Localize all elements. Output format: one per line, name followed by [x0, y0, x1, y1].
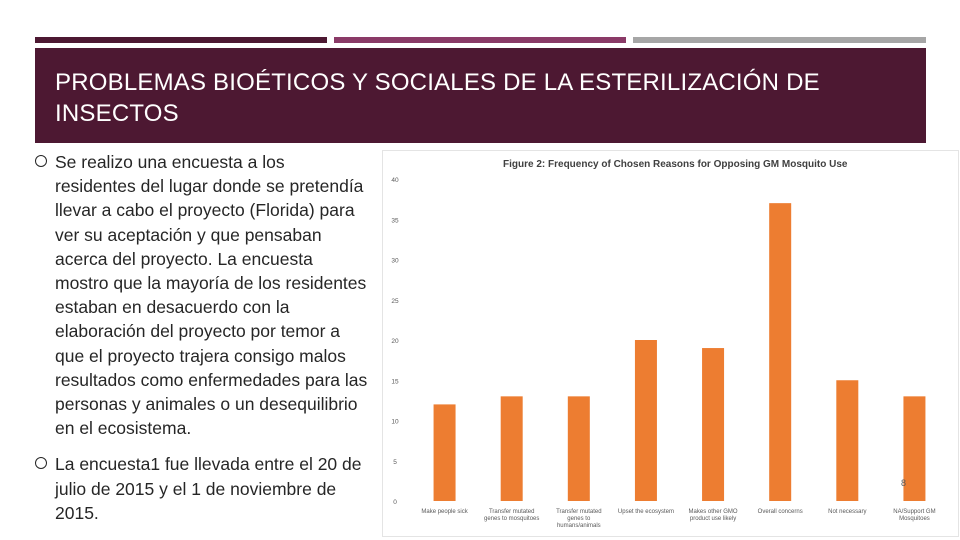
chart-title: Figure 2: Frequency of Chosen Reasons fo…: [503, 159, 848, 170]
bullet-item: La encuesta1 fue llevada entre el 20 de …: [35, 452, 370, 525]
x-tick-label: Transfer mutated genes to mosquitoes: [484, 509, 539, 522]
title-banner: PROBLEMAS BIOÉTICOS Y SOCIALES DE LA EST…: [35, 48, 926, 143]
y-tick-label: 35: [391, 217, 399, 224]
accent-bar-2: [334, 37, 626, 43]
bullet-text: La encuesta1 fue llevada entre el 20 de …: [55, 454, 362, 523]
x-tick-label: Transfer mutated genes to humans/animals: [556, 509, 601, 529]
x-tick-label: NA/Support GM Mosquitoes: [893, 509, 935, 522]
bar: [567, 396, 590, 501]
accent-bar-3: [633, 37, 926, 43]
hollow-circle-bullet-icon: [35, 155, 47, 167]
x-tick-label: Makes other GMO product use likely: [689, 509, 738, 522]
bullet-list: Se realizo una encuesta a los residentes…: [35, 150, 370, 537]
hollow-circle-bullet-icon: [35, 457, 47, 470]
y-tick-label: 15: [391, 378, 399, 385]
y-tick-label: 20: [391, 338, 399, 345]
x-tick-label: Overall concerns: [758, 509, 803, 515]
bullet-item: Se realizo una encuesta a los residentes…: [35, 150, 370, 440]
accent-bar-1: [35, 37, 327, 43]
page-number: 8: [901, 478, 906, 488]
y-tick-label: 5: [393, 459, 397, 466]
bar: [836, 380, 859, 501]
y-tick-label: 0: [393, 499, 397, 506]
bar: [769, 203, 792, 501]
y-tick-label: 25: [391, 298, 399, 305]
y-tick-label: 40: [391, 177, 399, 184]
bar: [634, 340, 657, 501]
x-tick-label: Upset the ecosystem: [618, 509, 674, 515]
bar-chart: Figure 2: Frequency of Chosen Reasons fo…: [391, 159, 935, 529]
x-tick-label: Not necessary: [828, 509, 866, 515]
bar: [500, 396, 523, 501]
bar: [903, 396, 926, 501]
bar-chart-image: Figure 2: Frequency of Chosen Reasons fo…: [382, 150, 959, 537]
y-tick-label: 30: [391, 258, 399, 265]
x-tick-label: Make people sick: [421, 509, 468, 515]
bar: [702, 348, 725, 501]
bar: [433, 404, 456, 501]
slide-title: PROBLEMAS BIOÉTICOS Y SOCIALES DE LA EST…: [55, 69, 820, 127]
accent-bars: [35, 37, 926, 43]
bullet-text: Se realizo una encuesta a los residentes…: [55, 152, 368, 439]
y-tick-label: 10: [391, 419, 399, 426]
